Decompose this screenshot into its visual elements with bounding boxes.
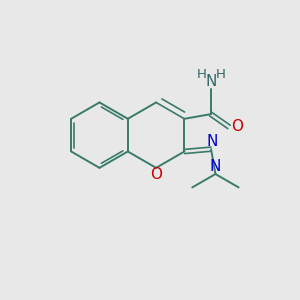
Text: N: N [205,74,216,89]
Text: O: O [231,119,243,134]
Text: H: H [196,68,206,81]
Text: N: N [210,158,221,173]
Text: H: H [216,68,226,81]
Text: N: N [206,134,218,149]
Text: O: O [150,167,162,182]
